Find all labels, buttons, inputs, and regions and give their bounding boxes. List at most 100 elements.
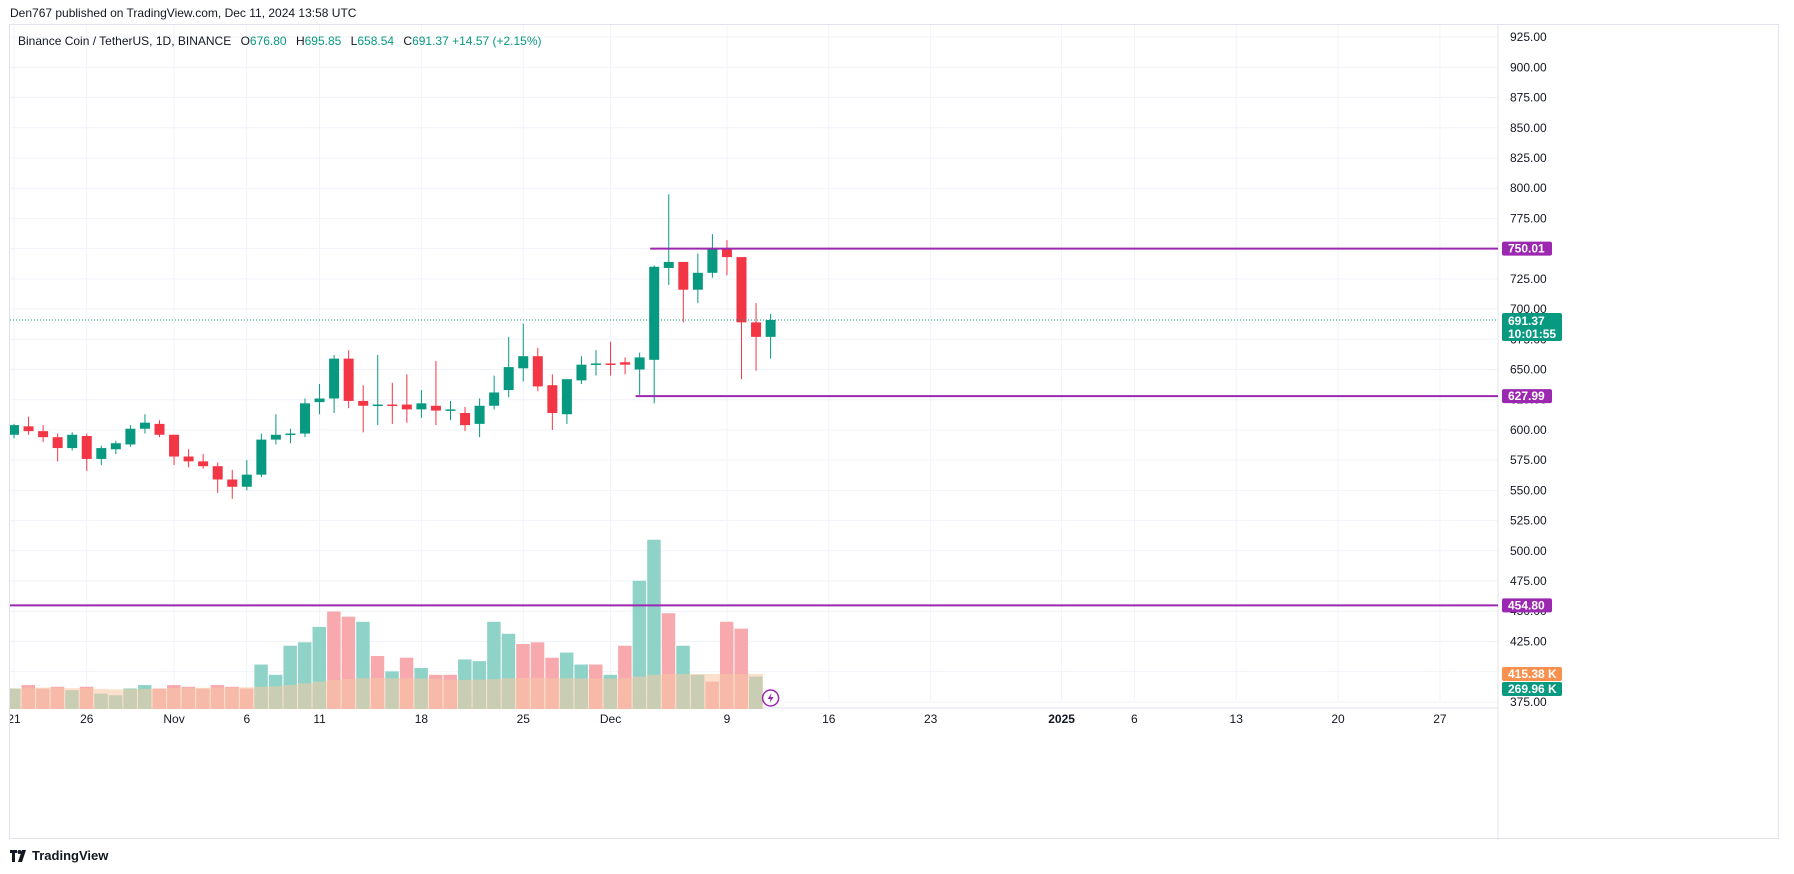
candle-body <box>692 272 703 290</box>
tradingview-logo[interactable]: TradingView <box>10 848 108 863</box>
chart-frame: 375.00400.00425.00450.00475.00500.00525.… <box>9 24 1780 840</box>
tradingview-brand: TradingView <box>32 848 109 863</box>
price-chart[interactable]: 375.00400.00425.00450.00475.00500.00525.… <box>10 25 1780 840</box>
price-tick-label: 875.00 <box>1510 91 1547 105</box>
change-value: +14.57 (+2.15%) <box>452 34 542 48</box>
time-tick-label: 25 <box>517 712 531 726</box>
candle-body <box>139 422 150 429</box>
candle-body <box>489 392 500 406</box>
time-tick-label: 9 <box>724 712 731 726</box>
candle-body <box>110 443 121 450</box>
candle-body <box>474 405 485 424</box>
level-price-tag <box>1502 389 1552 404</box>
volume-tag <box>1502 682 1562 696</box>
candle-body <box>460 413 471 426</box>
candle-body <box>721 248 732 258</box>
volume-ma-tag-label: 415.38 K <box>1508 667 1557 681</box>
price-tick-label: 475.00 <box>1510 574 1547 588</box>
high-value: 695.85 <box>304 34 342 48</box>
time-tick-label: 18 <box>415 712 429 726</box>
candle-body <box>401 404 412 410</box>
candle-body <box>707 248 718 273</box>
candle-body <box>430 405 441 411</box>
candle-body <box>663 261 674 268</box>
candle-body <box>169 434 180 457</box>
level-price-tag <box>1502 598 1552 613</box>
close-label: C <box>403 34 413 48</box>
price-tick-label: 900.00 <box>1510 60 1547 74</box>
time-tick-label: 26 <box>80 712 94 726</box>
candle-body <box>52 437 63 449</box>
price-tick-label: 775.00 <box>1510 211 1547 225</box>
lightning-icon-glyph <box>767 693 774 703</box>
time-tick-label: Dec <box>600 712 621 726</box>
candle-body <box>620 362 631 365</box>
candle-body <box>678 261 689 290</box>
candle-body <box>256 439 267 475</box>
candle-body <box>23 426 34 432</box>
candle-body <box>445 409 456 411</box>
candle-body <box>561 379 572 415</box>
candle-body <box>503 367 514 391</box>
price-tick-label: 700.00 <box>1510 302 1547 316</box>
candle-body <box>649 266 660 360</box>
candle-body <box>183 456 194 462</box>
candle-body <box>576 364 587 381</box>
time-tick-label: 11 <box>313 712 326 726</box>
candle-body <box>285 433 296 436</box>
low-value: 658.54 <box>357 34 395 48</box>
price-tick-label: 725.00 <box>1510 272 1547 286</box>
time-tick-label: 21 <box>10 712 21 726</box>
time-tick-label: 27 <box>1433 712 1447 726</box>
price-tick-label: 550.00 <box>1510 483 1547 497</box>
open-value: 676.80 <box>249 34 287 48</box>
last-price-label: 691.37 <box>1508 314 1545 328</box>
ohlc-legend: Binance Coin / TetherUS, 1D, BINANCE O67… <box>18 34 542 48</box>
candle-body <box>67 434 78 449</box>
candle-body <box>314 398 325 403</box>
level-price-label: 750.01 <box>1508 242 1545 256</box>
time-tick-label: 6 <box>243 712 250 726</box>
price-tick-label: 825.00 <box>1510 151 1547 165</box>
time-tick-label: 13 <box>1230 712 1244 726</box>
countdown-label: 10:01:55 <box>1508 327 1556 341</box>
price-tick-label: 925.00 <box>1510 30 1547 44</box>
time-tick-label: 2025 <box>1048 712 1075 726</box>
time-tick-label: Nov <box>163 712 184 726</box>
candle-body <box>358 400 369 406</box>
level-price-label: 454.80 <box>1508 598 1545 612</box>
candle-body <box>547 385 558 414</box>
level-price-tag <box>1502 241 1552 256</box>
level-price-label: 627.99 <box>1508 389 1545 403</box>
candle-body <box>591 363 601 365</box>
price-tick-label: 800.00 <box>1510 181 1547 195</box>
price-tick-label: 525.00 <box>1510 514 1547 528</box>
price-tick-label: 500.00 <box>1510 544 1547 558</box>
candle-body <box>765 319 776 337</box>
time-tick-label: 20 <box>1331 712 1345 726</box>
candle-body <box>227 479 238 487</box>
tradingview-logo-icon <box>10 849 26 862</box>
candle-body <box>96 448 107 459</box>
volume-ma-area <box>10 673 764 709</box>
candle-body <box>532 356 543 387</box>
close-value: 691.37 <box>412 34 449 48</box>
time-tick-label: 23 <box>924 712 938 726</box>
price-tick-label: 425.00 <box>1510 634 1547 648</box>
price-tick-label: 600.00 <box>1510 423 1547 437</box>
candle-body <box>241 474 252 487</box>
candle-body <box>372 404 383 407</box>
candle-body <box>212 466 223 480</box>
last-price-tag <box>1502 312 1562 341</box>
candle-body <box>125 428 136 445</box>
candle-body <box>634 357 645 370</box>
symbol-label: Binance Coin / TetherUS, 1D, BINANCE <box>18 34 232 48</box>
volume-ma-tag <box>1502 667 1562 681</box>
candle-body <box>518 356 529 369</box>
candle-body <box>329 358 340 399</box>
candle-body <box>736 257 747 323</box>
candle-body <box>387 404 398 407</box>
candle-body <box>343 358 354 401</box>
publisher-line: Den767 published on TradingView.com, Dec… <box>10 6 357 20</box>
price-tick-label: 650.00 <box>1510 363 1547 377</box>
